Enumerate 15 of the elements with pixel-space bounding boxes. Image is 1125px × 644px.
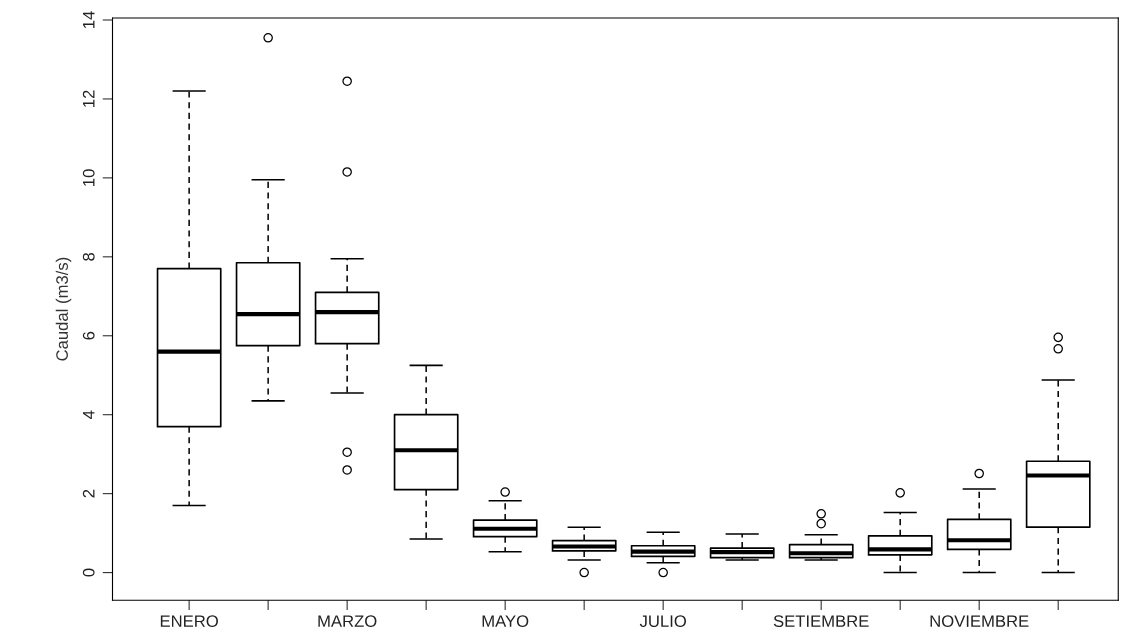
y-tick-label: 2 <box>82 489 95 498</box>
y-tick-label: 0 <box>82 568 95 577</box>
y-tick-label: 8 <box>82 252 95 261</box>
x-tick-label: NOVIEMBRE <box>930 615 1029 628</box>
y-axis-title: Caudal (m3/s) <box>55 257 72 361</box>
y-tick-label: 14 <box>82 11 95 28</box>
x-tick-label: JULIO <box>639 615 686 628</box>
x-tick-label: SETIEMBRE <box>773 615 869 628</box>
y-tick-label: 6 <box>82 331 95 340</box>
x-tick-label: ENERO <box>160 615 218 628</box>
y-tick-label: 10 <box>82 169 95 186</box>
x-tick-label: MAYO <box>482 615 529 628</box>
y-tick-label: 12 <box>82 90 95 107</box>
x-tick-label: MARZO <box>318 615 377 628</box>
y-tick-label: 4 <box>82 410 95 419</box>
